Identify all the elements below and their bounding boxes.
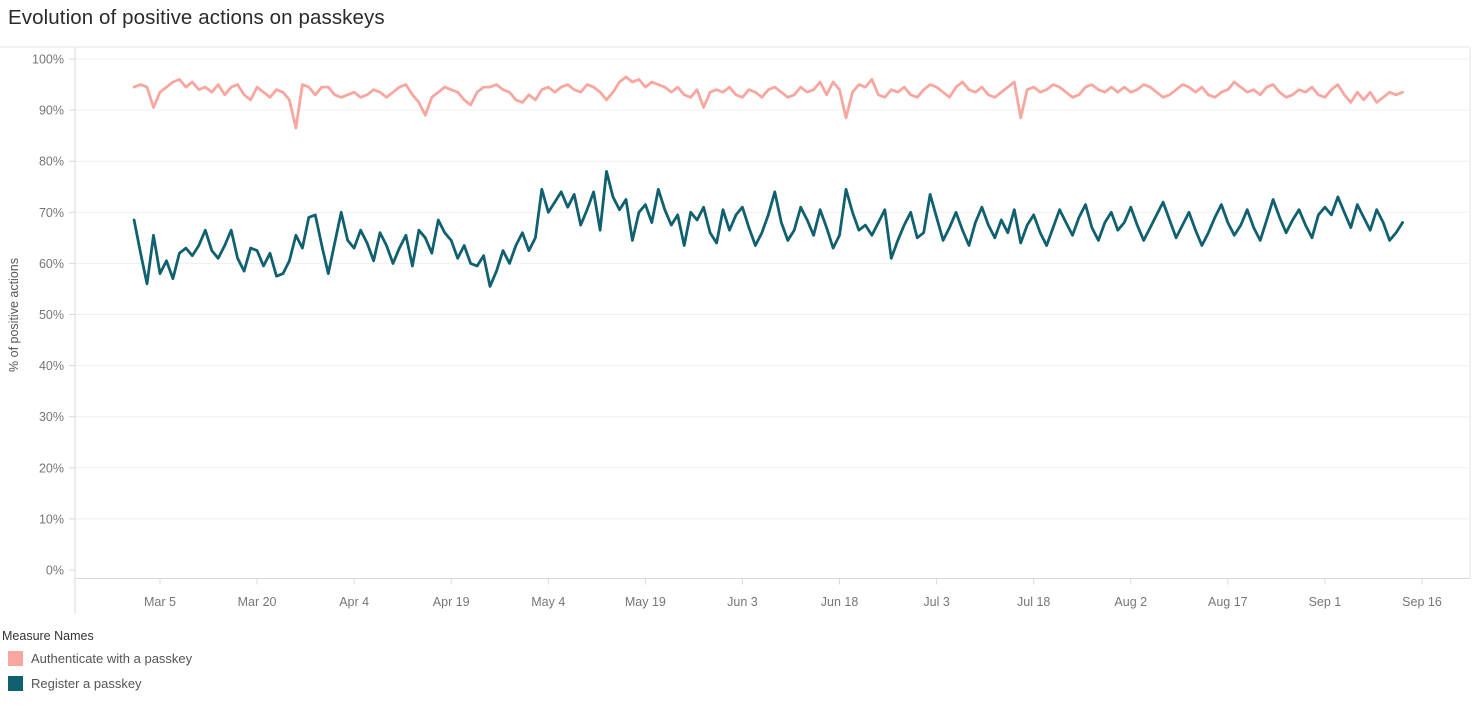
y-tick-label: 70%	[39, 206, 64, 220]
series-line-register-a-passkey[interactable]	[132, 169, 1404, 288]
x-tick-label: Jun 18	[821, 595, 859, 609]
x-tick-label: Apr 19	[433, 595, 470, 609]
x-tick-label: Mar 20	[238, 595, 277, 609]
y-tick-label: 60%	[39, 257, 64, 271]
y-tick-label: 50%	[39, 308, 64, 322]
y-tick-label: 80%	[39, 155, 64, 169]
x-tick-label: May 4	[531, 595, 565, 609]
x-tick-label: Sep 1	[1309, 595, 1342, 609]
x-tick-label: Aug 2	[1114, 595, 1147, 609]
x-tick-label: Jul 3	[923, 595, 949, 609]
y-tick-label: 30%	[39, 410, 64, 424]
legend: Measure Names Authenticate with a passke…	[0, 629, 400, 701]
x-tick-label: May 19	[625, 595, 666, 609]
legend-item-label: Authenticate with a passkey	[31, 651, 193, 666]
x-tick-label: Aug 17	[1208, 595, 1248, 609]
legend-title: Measure Names	[2, 629, 94, 643]
chart-title: Evolution of positive actions on passkey…	[8, 6, 385, 29]
authenticate-swatch-icon	[8, 651, 23, 666]
y-tick-label: 40%	[39, 359, 64, 373]
legend-item-register[interactable]: Register a passkey	[0, 676, 400, 691]
y-tick-label: 20%	[39, 461, 64, 475]
x-tick-label: Mar 5	[144, 595, 176, 609]
y-tick-label: 10%	[39, 512, 64, 526]
line-chart[interactable]: 0% 10% 20% 30% 40% 50% 60% 70% 80% 90% 100% Mar 5 Ma…	[0, 0, 1482, 624]
series-line-authenticate-with-a-passkey[interactable]	[132, 75, 1404, 130]
legend-item-authenticate[interactable]: Authenticate with a passkey	[0, 651, 400, 666]
legend-item-label: Register a passkey	[31, 676, 142, 691]
x-tick-label: Apr 4	[339, 595, 369, 609]
x-tick-label: Jul 18	[1017, 595, 1050, 609]
y-tick-label: 0%	[46, 564, 64, 578]
x-tick-label: Jun 3	[727, 595, 758, 609]
x-tick-label: Sep 16	[1402, 595, 1442, 609]
y-tick-label: 100%	[32, 53, 64, 67]
y-tick-label: 90%	[39, 104, 64, 118]
register-swatch-icon	[8, 676, 23, 691]
